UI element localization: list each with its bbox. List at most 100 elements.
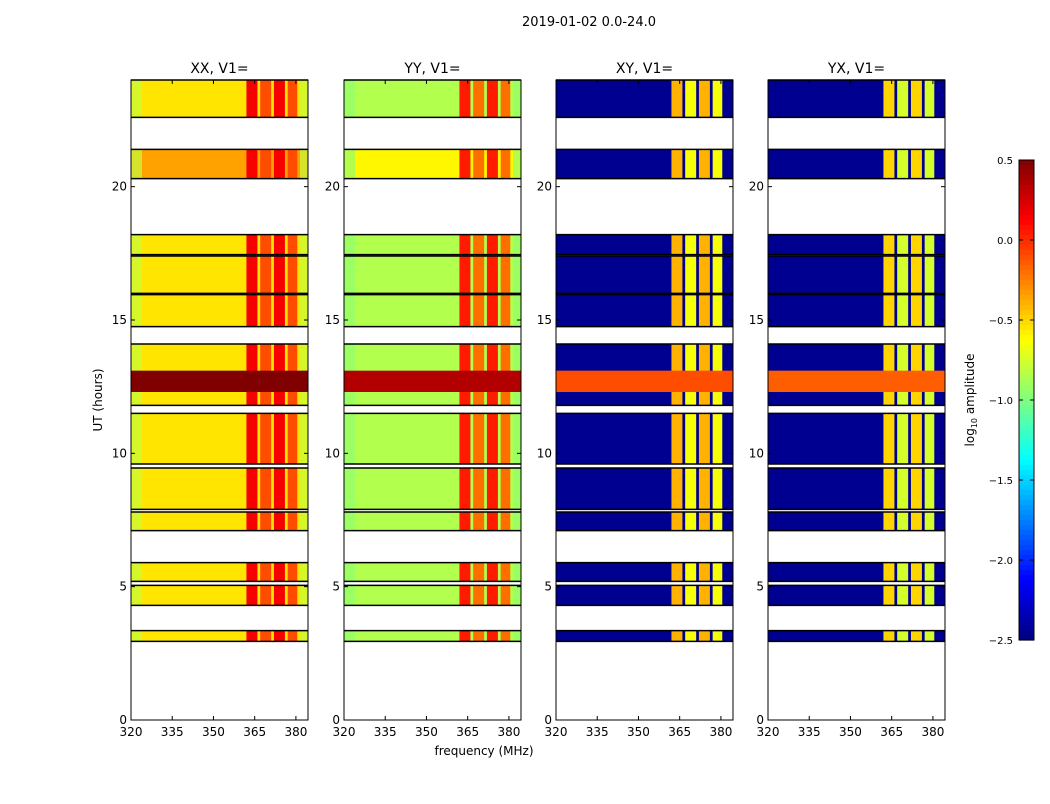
colorbar-segment (1019, 295, 1034, 301)
band-edge (344, 80, 355, 118)
colorbar-segment (1019, 185, 1034, 191)
colorbar-segment (1019, 335, 1034, 341)
rfi-column (910, 630, 922, 642)
x-tick-label: 320 (757, 725, 780, 739)
rfi-column (486, 413, 498, 464)
rfi-column (883, 413, 895, 464)
rfi-column (260, 630, 272, 642)
colorbar-segment (1019, 570, 1034, 576)
rfi-column (486, 256, 498, 294)
colorbar-segment (1019, 325, 1034, 331)
rfi-column (671, 630, 683, 642)
rfi-column (910, 562, 922, 582)
rfi-column (671, 468, 683, 510)
band-edge (768, 294, 779, 327)
band-edge (937, 80, 945, 118)
x-tick-label: 335 (798, 725, 821, 739)
strong-band (768, 370, 945, 392)
band-edge (725, 512, 733, 531)
rfi-column (459, 413, 471, 464)
rfi-column (671, 585, 683, 606)
colorbar-segment (1019, 230, 1034, 236)
y-tick-label: 0 (332, 713, 340, 727)
band-edge (725, 630, 733, 642)
band-edge (344, 149, 355, 179)
rfi-column (500, 585, 511, 606)
colorbar-segment (1019, 420, 1034, 426)
band-edge (131, 256, 142, 294)
colorbar-segment (1019, 440, 1034, 446)
rfi-column (712, 256, 723, 294)
rfi-column (712, 149, 723, 179)
strong-band (344, 370, 521, 392)
rfi-column (883, 80, 895, 118)
rfi-column (712, 80, 723, 118)
rfi-column (473, 234, 485, 255)
rfi-column (500, 512, 511, 531)
rfi-column (924, 294, 935, 327)
rfi-column (287, 585, 298, 606)
rfi-column (459, 468, 471, 510)
rfi-column (698, 234, 710, 255)
x-tick-label: 335 (586, 725, 609, 739)
band-edge (937, 512, 945, 531)
rfi-column (883, 294, 895, 327)
colorbar-label: log10 amplitude (963, 354, 979, 447)
rfi-column (671, 80, 683, 118)
rfi-column (910, 294, 922, 327)
colorbar-segment (1019, 390, 1034, 396)
colorbar-segment (1019, 290, 1034, 296)
rfi-column (712, 630, 723, 642)
band-edge (131, 512, 142, 531)
y-tick-label: 20 (112, 180, 127, 194)
rfi-column (698, 630, 710, 642)
rfi-column (246, 294, 258, 327)
rfi-column (287, 630, 298, 642)
colorbar-segment (1019, 620, 1034, 626)
colorbar-segment (1019, 175, 1034, 181)
colorbar-segment (1019, 525, 1034, 531)
panel-title: XX, V1= (190, 61, 248, 77)
colorbar-segment (1019, 480, 1034, 486)
colorbar-segment (1019, 330, 1034, 336)
y-tick-label: 10 (325, 446, 340, 460)
colorbar-segment (1019, 450, 1034, 456)
band-edge (300, 630, 308, 642)
y-tick-label: 20 (537, 180, 552, 194)
rfi-column (486, 234, 498, 255)
colorbar-segment (1019, 195, 1034, 201)
rfi-column (260, 413, 272, 464)
band-edge (131, 562, 142, 582)
rfi-column (910, 234, 922, 255)
colorbar-segment (1019, 360, 1034, 366)
band-edge (513, 149, 521, 179)
band-edge (768, 413, 779, 464)
rfi-column (486, 562, 498, 582)
colorbar-segment (1019, 470, 1034, 476)
band-edge (344, 562, 355, 582)
y-tick-label: 10 (112, 446, 127, 460)
y-tick-label: 15 (112, 313, 127, 327)
rfi-column (486, 294, 498, 327)
rfi-column (685, 468, 697, 510)
colorbar-segment (1019, 180, 1034, 186)
panel-title: XY, V1= (616, 61, 673, 77)
rfi-column (897, 234, 909, 255)
rfi-column (500, 256, 511, 294)
band-edge (300, 234, 308, 255)
colorbar-segment (1019, 535, 1034, 541)
colorbar-segment (1019, 500, 1034, 506)
band-edge (768, 630, 779, 642)
rfi-column (459, 585, 471, 606)
rfi-column (486, 149, 498, 179)
rfi-column (287, 413, 298, 464)
band-edge (556, 80, 567, 118)
rfi-column (273, 413, 285, 464)
band-edge (344, 585, 355, 606)
rfi-column (897, 512, 909, 531)
rfi-column (273, 562, 285, 582)
rfi-column (910, 468, 922, 510)
colorbar-segment (1019, 590, 1034, 596)
rfi-column (924, 512, 935, 531)
rfi-column (712, 234, 723, 255)
